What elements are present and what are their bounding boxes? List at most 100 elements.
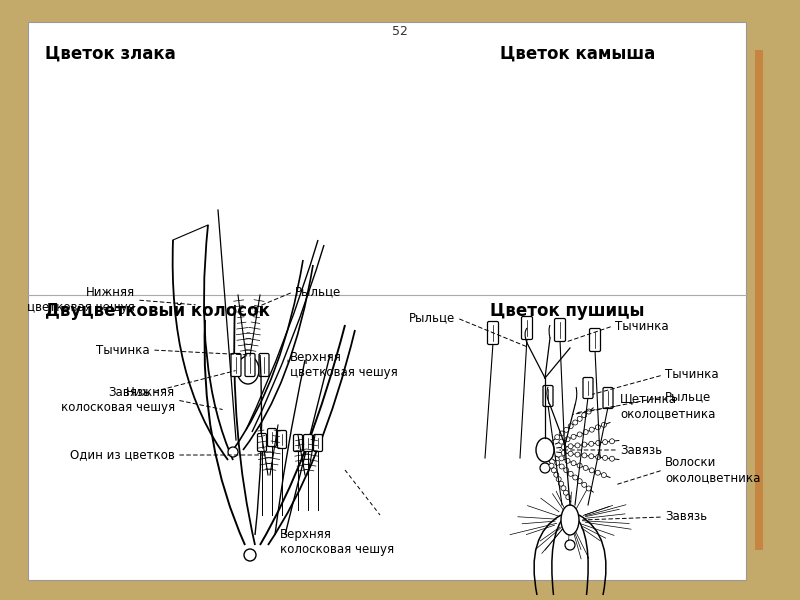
Circle shape (568, 444, 573, 449)
Text: Тычинка: Тычинка (665, 368, 718, 382)
Circle shape (556, 477, 561, 482)
Circle shape (590, 468, 594, 473)
Text: Тычинка: Тычинка (96, 343, 150, 356)
FancyBboxPatch shape (487, 322, 498, 344)
Text: Завязь: Завязь (620, 443, 662, 457)
Text: Завязь: Завязь (665, 511, 707, 523)
FancyBboxPatch shape (590, 329, 601, 352)
Circle shape (596, 440, 601, 445)
Circle shape (549, 463, 554, 468)
Text: Рыльце: Рыльце (295, 286, 342, 298)
Circle shape (558, 481, 563, 486)
Text: 52: 52 (392, 25, 408, 38)
Circle shape (602, 422, 606, 427)
Circle shape (610, 439, 614, 444)
Circle shape (602, 455, 607, 460)
Text: Волоски
околоцветника: Волоски околоцветника (665, 456, 760, 484)
Circle shape (565, 458, 570, 463)
Circle shape (540, 463, 550, 473)
Circle shape (562, 451, 566, 455)
FancyBboxPatch shape (258, 433, 266, 451)
Circle shape (568, 472, 574, 476)
Circle shape (554, 460, 560, 466)
Text: Верхняя
колосковая чешуя: Верхняя колосковая чешуя (280, 528, 394, 556)
Circle shape (589, 454, 594, 459)
Circle shape (568, 451, 573, 456)
Circle shape (571, 461, 576, 466)
Text: Один из цветков: Один из цветков (70, 449, 175, 461)
Circle shape (610, 456, 614, 461)
FancyBboxPatch shape (583, 377, 593, 398)
Circle shape (566, 494, 570, 500)
Circle shape (568, 424, 574, 428)
Circle shape (563, 490, 568, 495)
Text: Нижняя
колосковая чешуя: Нижняя колосковая чешуя (61, 386, 175, 414)
FancyBboxPatch shape (303, 434, 313, 451)
Ellipse shape (237, 356, 259, 384)
Circle shape (559, 464, 564, 469)
Circle shape (551, 468, 556, 473)
Circle shape (559, 431, 564, 436)
Circle shape (602, 473, 606, 478)
Circle shape (596, 455, 601, 460)
Text: Рыльце: Рыльце (665, 391, 711, 403)
FancyBboxPatch shape (603, 388, 613, 409)
Circle shape (565, 540, 575, 550)
Circle shape (244, 549, 256, 561)
FancyBboxPatch shape (294, 434, 302, 451)
Circle shape (595, 425, 600, 430)
Circle shape (573, 475, 578, 480)
Circle shape (595, 470, 600, 475)
FancyBboxPatch shape (554, 319, 566, 341)
Text: Щетинка
околоцветника: Щетинка околоцветника (620, 392, 715, 420)
Circle shape (583, 466, 588, 470)
Circle shape (573, 420, 578, 425)
Circle shape (554, 472, 558, 477)
Circle shape (577, 463, 582, 468)
Circle shape (589, 441, 594, 446)
Circle shape (578, 416, 582, 421)
FancyBboxPatch shape (314, 434, 322, 451)
Circle shape (571, 434, 576, 439)
Circle shape (564, 467, 569, 473)
Text: Цветок злака: Цветок злака (45, 45, 176, 63)
Circle shape (564, 427, 569, 433)
Circle shape (578, 479, 582, 484)
Circle shape (561, 486, 566, 491)
Circle shape (565, 437, 570, 442)
Text: Рыльце: Рыльце (409, 311, 455, 325)
Circle shape (559, 456, 564, 461)
Circle shape (590, 427, 594, 432)
Text: Тычинка: Тычинка (615, 319, 669, 332)
Text: Верхняя
цветковая чешуя: Верхняя цветковая чешуя (290, 351, 398, 379)
Circle shape (562, 445, 566, 449)
Circle shape (586, 409, 591, 414)
Ellipse shape (561, 505, 579, 535)
Circle shape (582, 453, 587, 458)
Circle shape (554, 434, 560, 440)
Circle shape (575, 443, 580, 448)
Circle shape (586, 486, 591, 491)
Bar (755, 50, 763, 550)
FancyBboxPatch shape (278, 431, 286, 449)
Text: Завязь: Завязь (108, 385, 150, 398)
FancyBboxPatch shape (231, 353, 241, 377)
Circle shape (559, 439, 564, 444)
Circle shape (577, 432, 582, 437)
FancyBboxPatch shape (259, 353, 269, 377)
Circle shape (602, 440, 607, 445)
FancyBboxPatch shape (522, 317, 533, 340)
Circle shape (228, 447, 238, 457)
Text: Двуцветковый колосок: Двуцветковый колосок (45, 302, 270, 320)
Circle shape (582, 442, 587, 447)
Ellipse shape (536, 438, 554, 462)
Circle shape (582, 413, 586, 418)
FancyBboxPatch shape (245, 353, 255, 377)
Circle shape (582, 482, 586, 487)
Text: Нижняя
цветковая чешуя: Нижняя цветковая чешуя (27, 286, 135, 314)
FancyBboxPatch shape (267, 428, 277, 446)
Circle shape (575, 452, 580, 457)
Text: Цветок пушицы: Цветок пушицы (490, 302, 645, 320)
FancyBboxPatch shape (28, 22, 746, 580)
Text: Цветок камыша: Цветок камыша (500, 45, 655, 63)
